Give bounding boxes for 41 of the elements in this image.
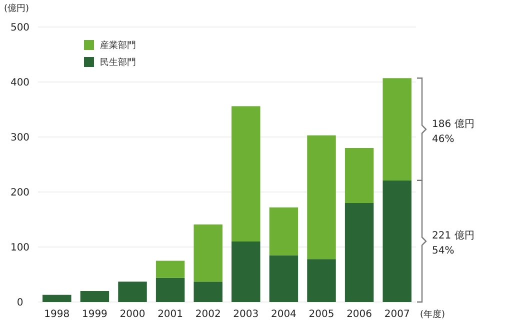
bar: [307, 135, 336, 260]
y-axis-title: (億円): [4, 3, 30, 14]
bar: [382, 180, 412, 302]
bar: [80, 291, 110, 302]
x-tick-label: 2006: [346, 309, 372, 320]
text: 186 億円: [432, 118, 474, 130]
x-tick-label: 2000: [120, 309, 146, 320]
text: 54%: [432, 246, 454, 257]
legend-label: 民生部門: [100, 57, 136, 68]
legend-label: 産業部門: [100, 40, 136, 52]
x-tick-label: 2001: [158, 309, 184, 320]
bar: [344, 148, 374, 203]
x-tick-label: 2002: [195, 309, 221, 320]
y-tick-label: 400: [10, 78, 30, 88]
text: 46%: [432, 134, 454, 145]
bar: [42, 294, 72, 302]
bar: [269, 207, 298, 256]
bar: [118, 282, 147, 302]
y-tick-label: 100: [10, 242, 30, 254]
y-tick-label: 500: [10, 22, 30, 34]
text: 221 億円: [432, 230, 474, 242]
y-tick-label: 300: [10, 132, 30, 144]
y-tick-label: 0: [16, 298, 24, 308]
bar: [344, 203, 374, 302]
bar: [194, 224, 222, 282]
bar: [307, 259, 336, 302]
bar: [382, 78, 412, 180]
y-tick-label: 200: [10, 188, 30, 198]
x-tick-label: 1999: [82, 309, 108, 320]
bar: [269, 255, 298, 302]
bar: [156, 260, 185, 278]
x-axis-title: (年度): [420, 309, 446, 320]
x-tick-label: 2007: [384, 309, 410, 320]
x-tick-label: 1998: [44, 309, 70, 320]
bar: [156, 278, 185, 302]
x-tick-label: 2003: [233, 309, 259, 320]
bar: [194, 282, 222, 302]
bar: [232, 242, 260, 302]
bar: [232, 106, 260, 242]
x-tick-label: 2005: [308, 309, 334, 320]
x-tick-label: 2004: [270, 309, 296, 320]
